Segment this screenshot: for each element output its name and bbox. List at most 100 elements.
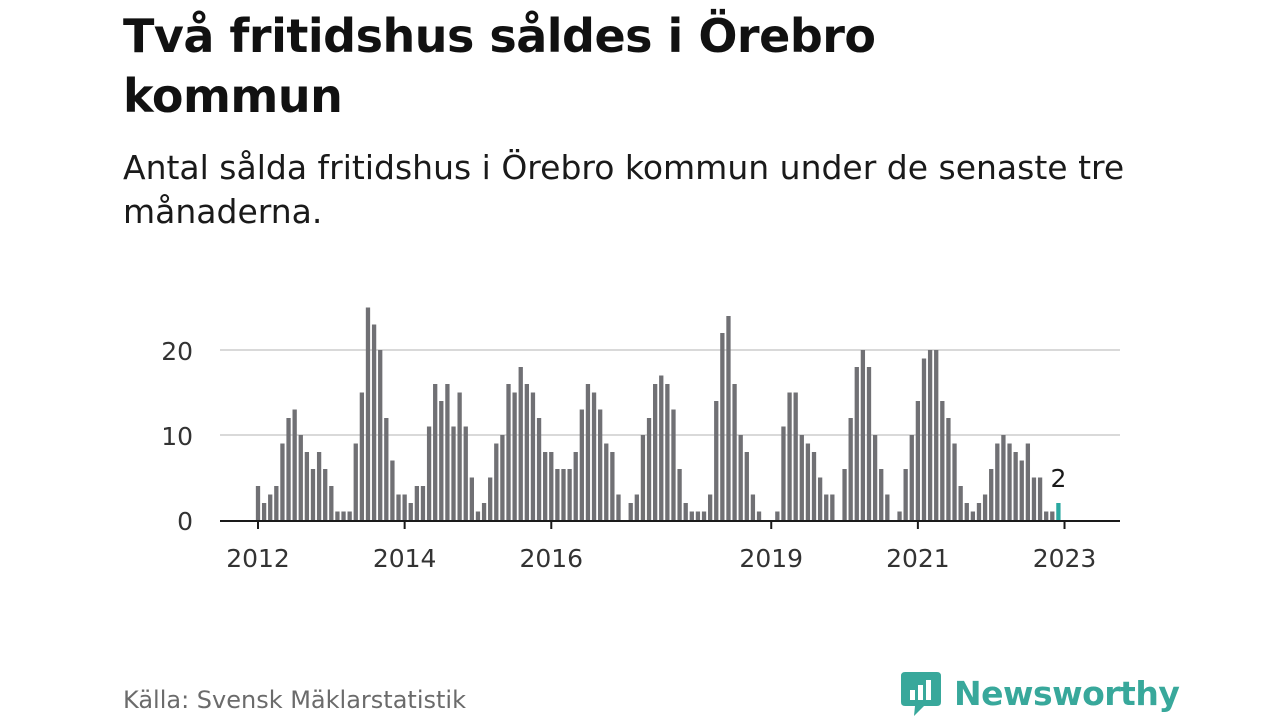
bar [1019,460,1024,520]
brand-name: Newsworthy [954,673,1180,713]
bar [439,401,444,520]
bar [879,469,884,520]
bar [744,452,749,520]
bar [536,418,542,520]
bar [549,452,554,520]
bar [384,418,389,520]
bar [842,469,847,520]
bar [598,409,603,520]
bar [371,324,377,520]
bar [1037,477,1043,520]
bar [561,469,566,520]
bar [720,333,725,520]
bar [989,469,994,520]
bar [1007,443,1012,520]
x-axis-ticks: 2012 2014 2016 2019 2021 2023 [226,521,1096,573]
bar [707,494,713,520]
bar [555,469,560,520]
x-tick-label: 2023 [1033,544,1097,573]
bar [359,392,365,520]
bar [677,469,682,520]
bar [958,486,963,520]
bar [921,358,927,520]
bar [268,494,273,520]
bar [781,426,786,520]
bar [500,435,505,520]
bar [946,418,951,520]
bar [518,367,523,520]
bar [579,409,584,520]
x-tick-label: 2019 [739,544,803,573]
x-tick-label: 2021 [886,544,950,573]
bar [885,494,890,520]
bar [304,452,310,520]
bar [982,494,988,520]
bar [940,401,945,520]
bar [433,384,438,520]
bar [903,469,908,520]
bar [323,469,328,520]
bar [909,435,914,520]
bar [585,384,591,520]
bar [604,443,609,520]
bar [298,435,303,520]
bar [671,409,676,520]
bar [872,435,878,520]
bar [866,367,872,520]
bar [701,511,707,520]
y-tick-label: 0 [177,507,193,536]
bar [653,384,658,520]
bar [451,426,456,520]
bar [1050,511,1055,520]
bar [775,511,780,520]
bar [506,384,511,520]
bar [261,503,267,520]
bar [488,477,493,520]
chart-title: Två fritidshus såldes i Örebro kommun [123,9,876,123]
bar [420,486,426,520]
y-axis-ticks: 0 10 20 [161,337,193,536]
bar [469,477,474,520]
bar [1001,435,1006,520]
bar [805,443,811,520]
bar [347,511,352,520]
bar [402,494,407,520]
y-tick-label: 20 [161,337,193,366]
bar [475,511,481,520]
bar [530,392,536,520]
gridlines [220,349,1120,436]
bar [848,418,853,520]
bar [494,443,499,520]
bar [811,452,817,520]
bar [286,418,291,520]
bar [1044,511,1049,520]
bar [695,511,701,520]
bar [732,384,737,520]
bar [1013,452,1018,520]
bar [738,435,743,520]
bar [365,307,371,520]
bar [610,452,615,520]
bar [616,494,621,520]
bar [1031,477,1037,520]
bar [976,503,982,520]
bar [457,392,462,520]
bar [793,392,798,520]
newsworthy-chat-chart-icon [901,672,941,716]
bar [396,494,401,520]
bar [316,452,322,520]
bar [964,503,969,520]
bar [591,392,597,520]
bar [543,452,548,520]
bar [934,350,939,520]
bar [830,494,835,520]
bar [274,486,279,520]
bar [689,511,694,520]
bar [255,486,261,520]
bar [640,435,646,520]
bar [414,486,420,520]
bar [915,401,921,520]
bar [463,426,468,520]
bar [512,392,517,520]
